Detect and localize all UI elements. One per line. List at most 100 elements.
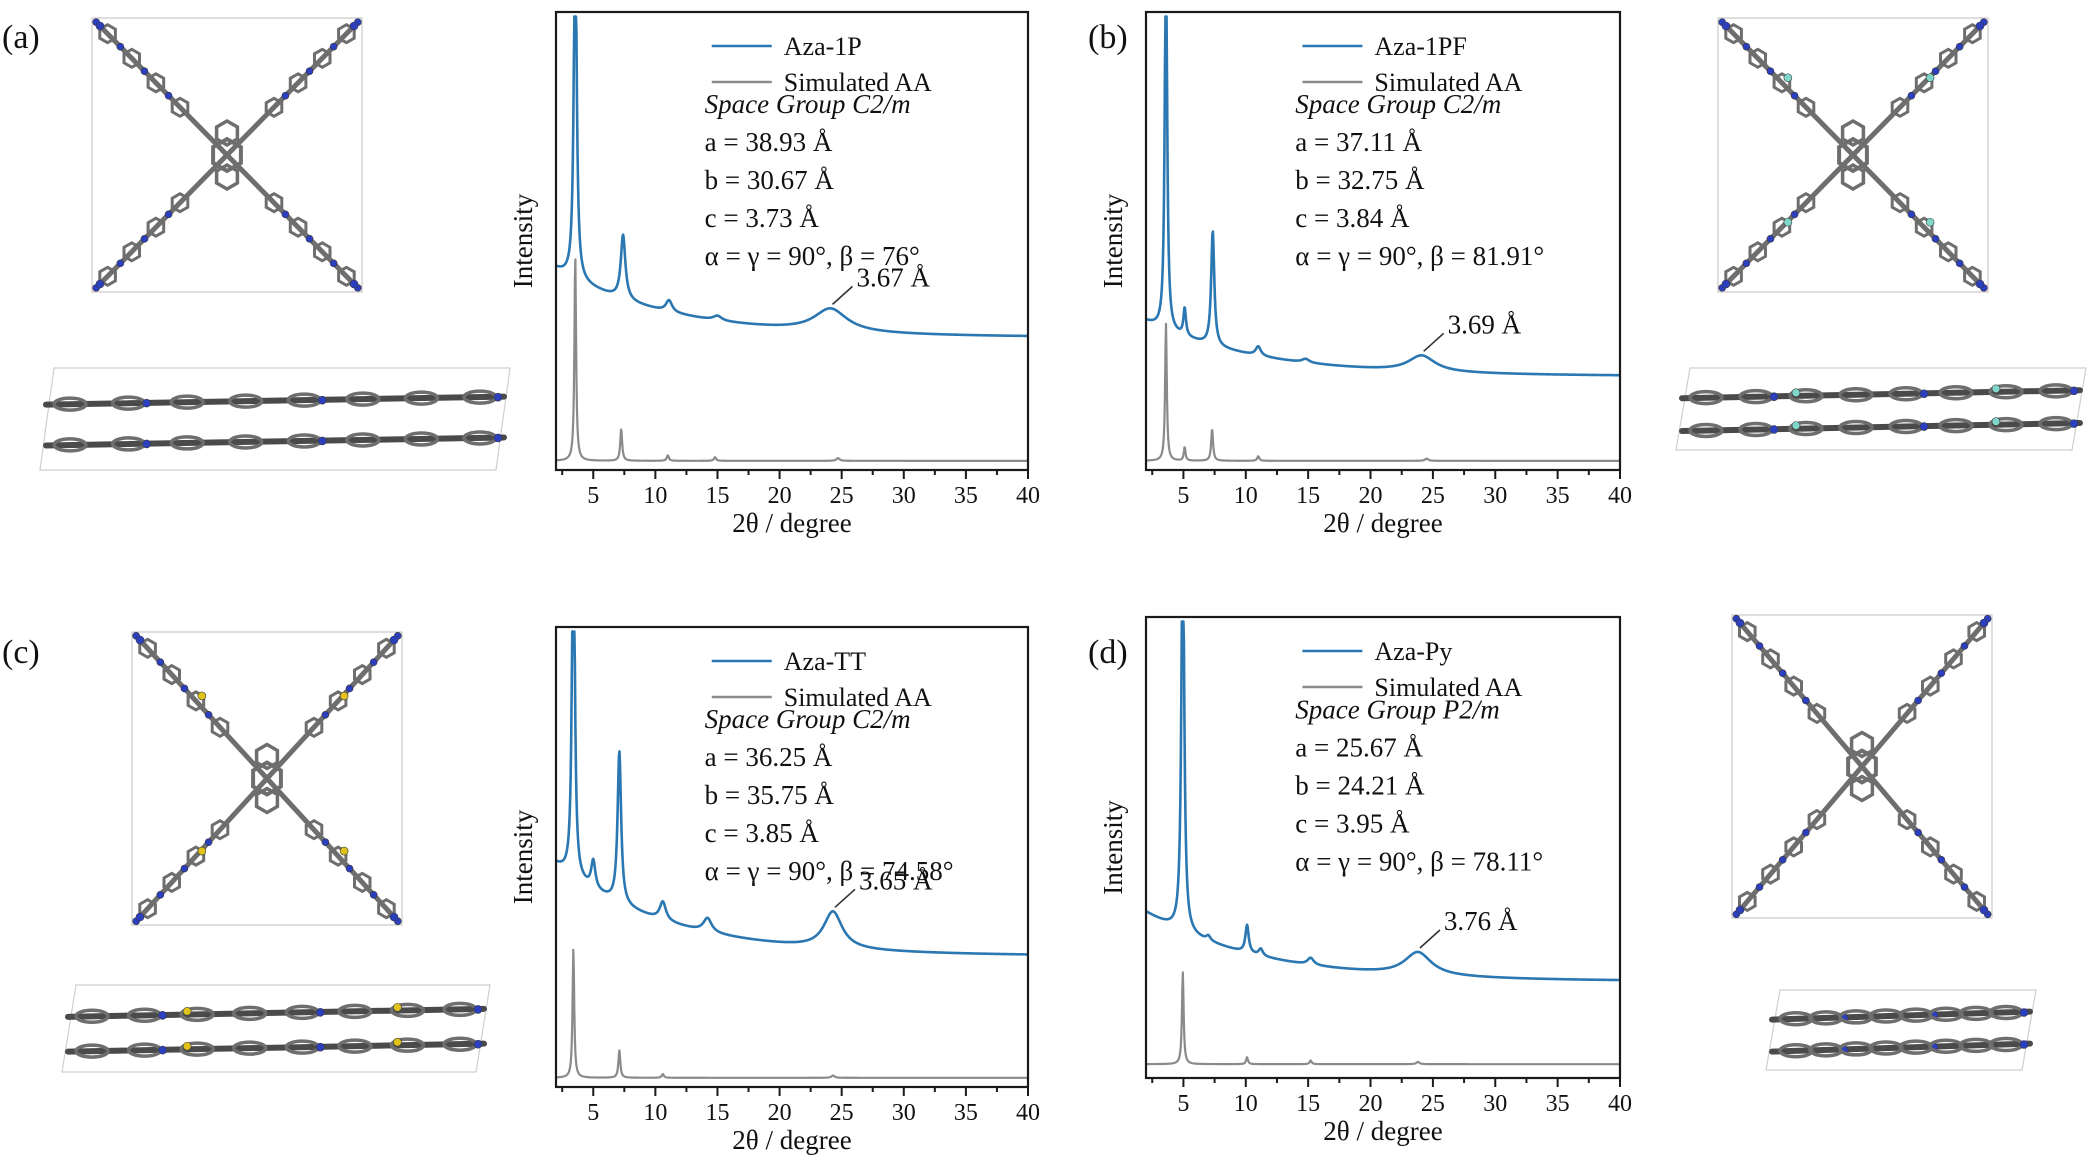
heteroatom xyxy=(197,691,207,701)
nitrogen-atom xyxy=(1937,669,1946,678)
framework-top-view xyxy=(1732,614,1992,919)
x-tick-label: 5 xyxy=(1177,1091,1189,1117)
space-group-label: Space Group P2/m xyxy=(1295,694,1499,724)
nitrogen-atom xyxy=(473,1005,483,1014)
nitrogen-atom xyxy=(473,1039,483,1049)
nitrogen-atom xyxy=(321,710,330,719)
peak-leader-line xyxy=(834,888,856,908)
xrd-chart-d: (d) 5 10 15 20 25 30 35 40 2θ / degree Intensity Az… xyxy=(1088,615,1632,1146)
experimental-pattern-line xyxy=(555,15,1029,338)
peak-d-spacing-label: 3.69 Å xyxy=(1448,309,1522,339)
x-tick-label: 40 xyxy=(1016,1100,1040,1126)
terminal-atom xyxy=(1979,618,1989,628)
nitrogen-atom xyxy=(156,891,165,899)
x-tick-label: 30 xyxy=(892,1100,916,1126)
nitrogen-atom xyxy=(345,684,354,693)
legend-entry: Aza-Py xyxy=(1374,637,1452,666)
nitrogen-atom xyxy=(1919,389,1929,399)
nitrogen-atom xyxy=(1955,42,1964,51)
legend-entry: Simulated AA xyxy=(784,68,932,97)
terminal-atom xyxy=(95,21,105,31)
nitrogen-atom xyxy=(1755,883,1764,891)
x-tick-label: 25 xyxy=(1421,483,1445,509)
x-tick-label: 25 xyxy=(1421,1091,1445,1117)
nitrogen-atom xyxy=(204,838,213,847)
xrd-charts: (a) 5 10 15 20 25 30 35 40 2θ / degree Intensity Az… xyxy=(2,10,1632,1155)
x-tick-label: 25 xyxy=(830,1100,854,1126)
space-group-label: Space Group C2/m xyxy=(705,89,911,119)
x-tick-label: 15 xyxy=(705,1100,729,1126)
nitrogen-atom xyxy=(1907,91,1916,100)
x-tick-label: 20 xyxy=(1359,1091,1383,1117)
nitrogen-atom xyxy=(1907,210,1916,219)
plot-frame xyxy=(1144,10,1622,472)
x-tick-label: 35 xyxy=(954,1100,978,1126)
x-axis-title: 2θ / degree xyxy=(1323,508,1442,538)
nitrogen-atom xyxy=(315,1042,325,1052)
experimental-pattern-line xyxy=(1145,15,1621,377)
nitrogen-atom xyxy=(2019,1040,2029,1049)
nitrogen-atom xyxy=(281,91,290,100)
x-axis-title: 2θ / degree xyxy=(732,1125,851,1155)
nitrogen-atom xyxy=(1931,235,1940,243)
y-axis-title: Intensity xyxy=(1098,800,1128,895)
experimental-pattern-line xyxy=(555,630,1029,956)
unit-cell-outline xyxy=(91,17,363,293)
unit-cell-side-outline xyxy=(39,367,511,471)
unit-cell-outline xyxy=(1717,17,1989,293)
unit-cell-side-outline xyxy=(1675,367,2087,451)
heteroatom xyxy=(339,691,349,701)
x-tick-label: 30 xyxy=(892,483,916,509)
lattice-parameter-c: c = 3.95 Å xyxy=(1295,808,1410,838)
lattice-parameter-a: a = 25.67 Å xyxy=(1295,732,1423,762)
legend-entry: Simulated AA xyxy=(1374,68,1522,97)
x-tick-label: 20 xyxy=(768,483,792,509)
x-tick-label: 15 xyxy=(1296,1091,1320,1117)
nitrogen-atom xyxy=(315,1008,325,1017)
x-tick-label: 40 xyxy=(1608,483,1632,509)
framework-side-view xyxy=(1679,383,2083,439)
x-axis-title: 2θ / degree xyxy=(1323,1116,1442,1146)
heteroatom xyxy=(339,846,349,856)
nitrogen-atom xyxy=(1955,259,1964,268)
nitrogen-atom xyxy=(180,864,189,873)
nitrogen-atom xyxy=(180,684,189,693)
simulated-pattern-line xyxy=(555,258,1029,462)
legend-entry: Aza-TT xyxy=(784,647,866,676)
lattice-parameter-a: a = 38.93 Å xyxy=(705,127,833,157)
y-axis-title: Intensity xyxy=(508,193,538,288)
simulated-pattern-line xyxy=(555,948,1029,1079)
heteroatom xyxy=(1783,73,1793,83)
nitrogen-atom xyxy=(116,42,125,51)
unit-cell-side-outline xyxy=(61,984,491,1073)
x-tick-label: 40 xyxy=(1016,483,1040,509)
nitrogen-atom xyxy=(493,433,503,443)
structure-a xyxy=(39,17,511,471)
panel-letter: (a) xyxy=(2,19,40,56)
unit-cell-side-outline xyxy=(1765,989,2037,1071)
heteroatom xyxy=(1925,217,1935,227)
nitrogen-atom xyxy=(1914,696,1922,705)
x-tick-label: 15 xyxy=(1296,483,1320,509)
terminal-atom xyxy=(389,635,399,645)
panel-letter: (b) xyxy=(1088,19,1128,56)
plot-frame xyxy=(1144,615,1622,1080)
x-tick-label: 5 xyxy=(1177,483,1189,509)
nitrogen-atom xyxy=(1766,235,1775,243)
nitrogen-atom xyxy=(1742,42,1751,51)
simulated-pattern-line xyxy=(1145,971,1621,1066)
nitrogen-atom xyxy=(140,235,149,243)
nitrogen-atom xyxy=(321,838,330,847)
legend-entry: Aza-1P xyxy=(784,32,862,61)
peak-d-spacing-label: 3.76 Å xyxy=(1444,906,1518,936)
nitrogen-atom xyxy=(369,658,378,666)
x-tick-label: 20 xyxy=(1359,483,1383,509)
heteroatom xyxy=(1791,388,1801,398)
nitrogen-atom xyxy=(158,1045,167,1055)
framework-top-view xyxy=(132,632,402,925)
lattice-parameter-b: b = 24.21 Å xyxy=(1295,770,1425,800)
nitrogen-atom xyxy=(1937,855,1946,864)
heteroatom xyxy=(393,1003,402,1012)
nitrogen-atom xyxy=(164,91,173,100)
nitrogen-atom xyxy=(369,891,378,899)
